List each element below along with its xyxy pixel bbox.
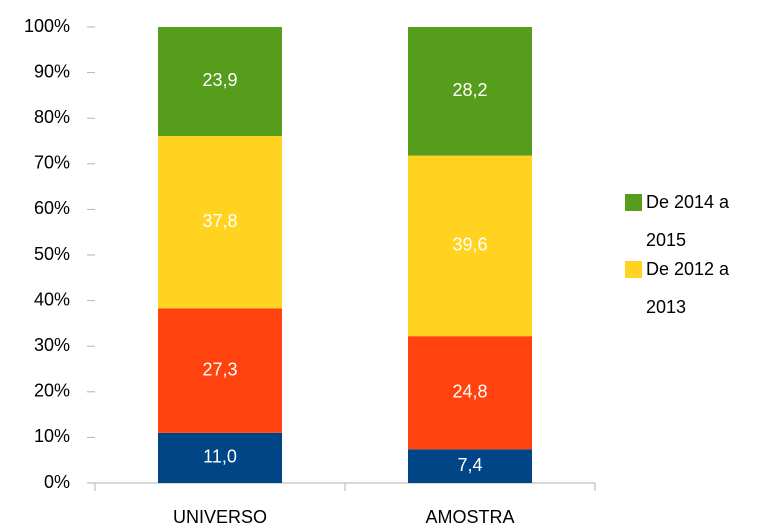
legend-label: De 2012 a 2013	[646, 259, 730, 317]
value-label: 23,9	[202, 70, 237, 90]
y-tick-label: 70%	[34, 153, 70, 173]
bar-segment	[158, 432, 282, 483]
bar-segment	[158, 27, 282, 136]
legend-swatch	[625, 194, 642, 211]
bar-segment	[408, 155, 532, 337]
y-tick-label: 60%	[34, 198, 70, 218]
bar-segment	[408, 449, 532, 483]
value-label: 27,3	[202, 359, 237, 379]
y-tick-label: 40%	[34, 289, 70, 309]
y-tick-label: 90%	[34, 61, 70, 81]
y-tick-label: 100%	[24, 16, 70, 36]
y-tick-label: 30%	[34, 335, 70, 355]
y-tick-label: 0%	[44, 472, 70, 492]
bar-segment	[158, 308, 282, 433]
bar-segment	[408, 27, 532, 156]
legend-entry: De 2014 a 2015	[646, 192, 730, 250]
value-label: 37,8	[202, 211, 237, 231]
legend-swatch	[625, 261, 642, 278]
y-tick-label: 20%	[34, 381, 70, 401]
value-label: 28,2	[452, 80, 487, 100]
legend-entry: De 2012 a 2013	[646, 259, 730, 317]
value-label: 24,8	[452, 381, 487, 401]
x-tick-label: UNIVERSO	[173, 507, 267, 527]
y-tick-label: 80%	[34, 107, 70, 127]
value-label: 7,4	[457, 455, 482, 475]
legend-label: De 2014 a 2015	[646, 192, 730, 250]
y-tick-label: 10%	[34, 426, 70, 446]
value-label: 39,6	[452, 235, 487, 255]
y-tick-label: 50%	[34, 244, 70, 264]
value-label: 11,0	[203, 447, 237, 467]
bar-segment	[408, 336, 532, 450]
x-tick-label: AMOSTRA	[425, 507, 514, 527]
bar-segment	[158, 135, 282, 309]
